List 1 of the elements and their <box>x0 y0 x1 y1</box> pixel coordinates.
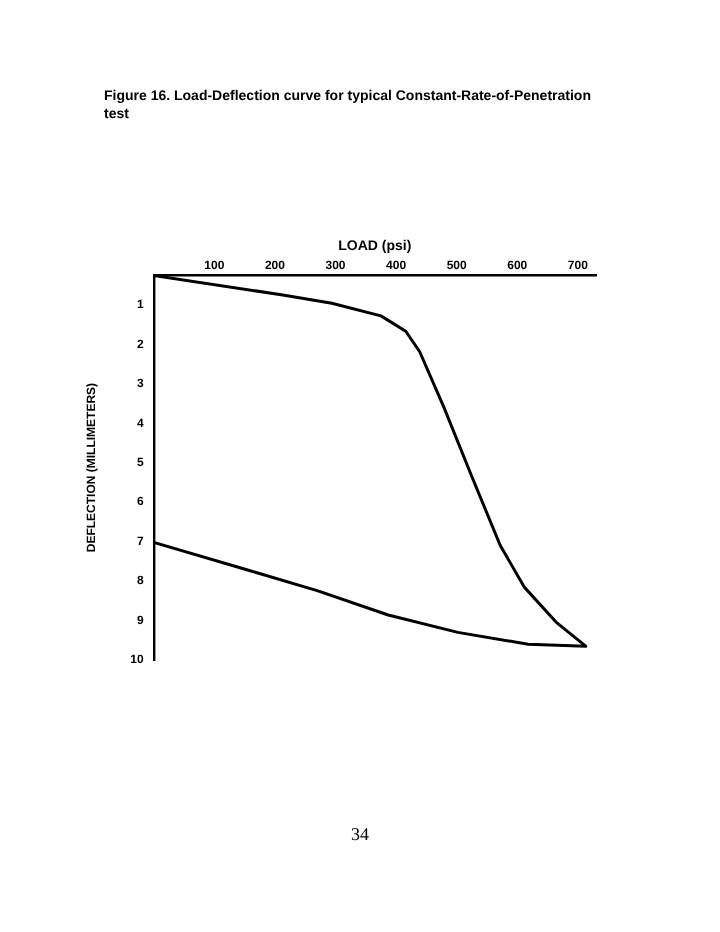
text: 34 <box>349 824 371 844</box>
